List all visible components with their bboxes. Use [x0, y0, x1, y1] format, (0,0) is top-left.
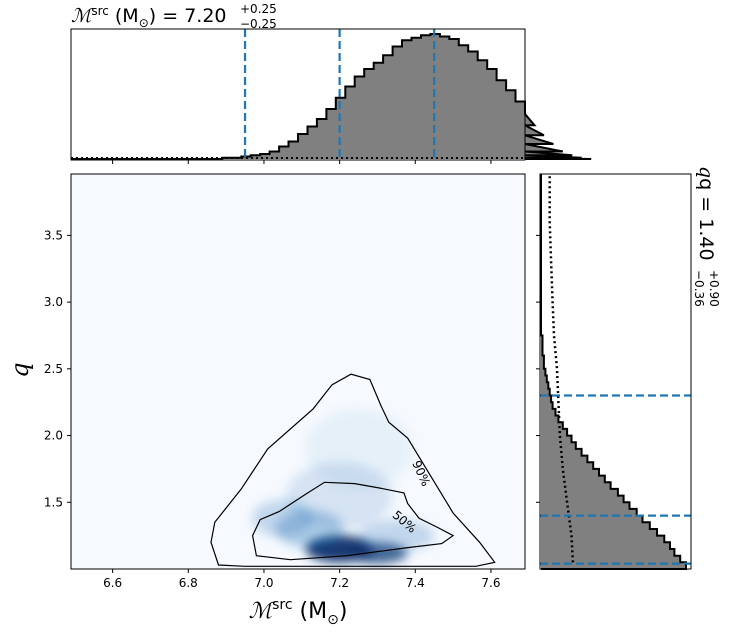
right-panel-title: qq = 1.40 +0.90 −0.36	[692, 166, 721, 307]
right-title-error-up: +0.90	[707, 270, 721, 307]
contour-50	[251, 481, 455, 561]
top-title-error-down: −0.25	[240, 17, 277, 31]
y-tick-label: 1.5	[44, 495, 63, 509]
top-title-error-up: +0.25	[240, 2, 277, 16]
top-histogram-outline	[71, 33, 592, 160]
joint-density-panel: 6.6 6.8 7.0 7.2 7.4 7.61.52.02.53.03.5 90% 50…	[44, 160, 540, 590]
density-blob	[305, 408, 412, 489]
y-tick-label: 3.0	[44, 295, 63, 309]
right-histogram-panel	[539, 173, 692, 570]
right-title-value: q = 1.40	[695, 178, 717, 260]
right-histogram-outline	[540, 174, 687, 570]
svg-text:qq = 1.40: qq = 1.40	[695, 166, 717, 261]
y-axis-label: q	[6, 362, 34, 377]
x-tick-label: 7.4	[406, 576, 425, 590]
top-panel-title: ℳsrc (M⊙) = 7.20	[71, 4, 227, 30]
x-axis-label: ℳsrc (M⊙)	[249, 597, 348, 628]
density-blob	[358, 519, 435, 552]
top-histogram-frame	[70, 28, 526, 161]
top-histogram-panel	[70, 28, 592, 161]
right-histogram-frame	[539, 173, 692, 570]
x-tick-label: 7.6	[481, 576, 500, 590]
x-tick-label: 6.8	[179, 576, 198, 590]
right-title-error-down: −0.36	[692, 270, 706, 307]
x-tick-label: 6.6	[103, 576, 122, 590]
x-tick-label: 7.0	[254, 576, 273, 590]
top-histogram-fill	[71, 34, 592, 159]
y-tick-label: 3.5	[44, 228, 63, 242]
contour-90	[210, 373, 496, 567]
x-tick-label: 7.2	[330, 576, 349, 590]
y-tick-label: 2.5	[44, 362, 63, 376]
right-histogram-fill	[541, 174, 686, 569]
y-tick-label: 2.0	[44, 429, 63, 443]
joint-panel-frame	[70, 173, 526, 570]
